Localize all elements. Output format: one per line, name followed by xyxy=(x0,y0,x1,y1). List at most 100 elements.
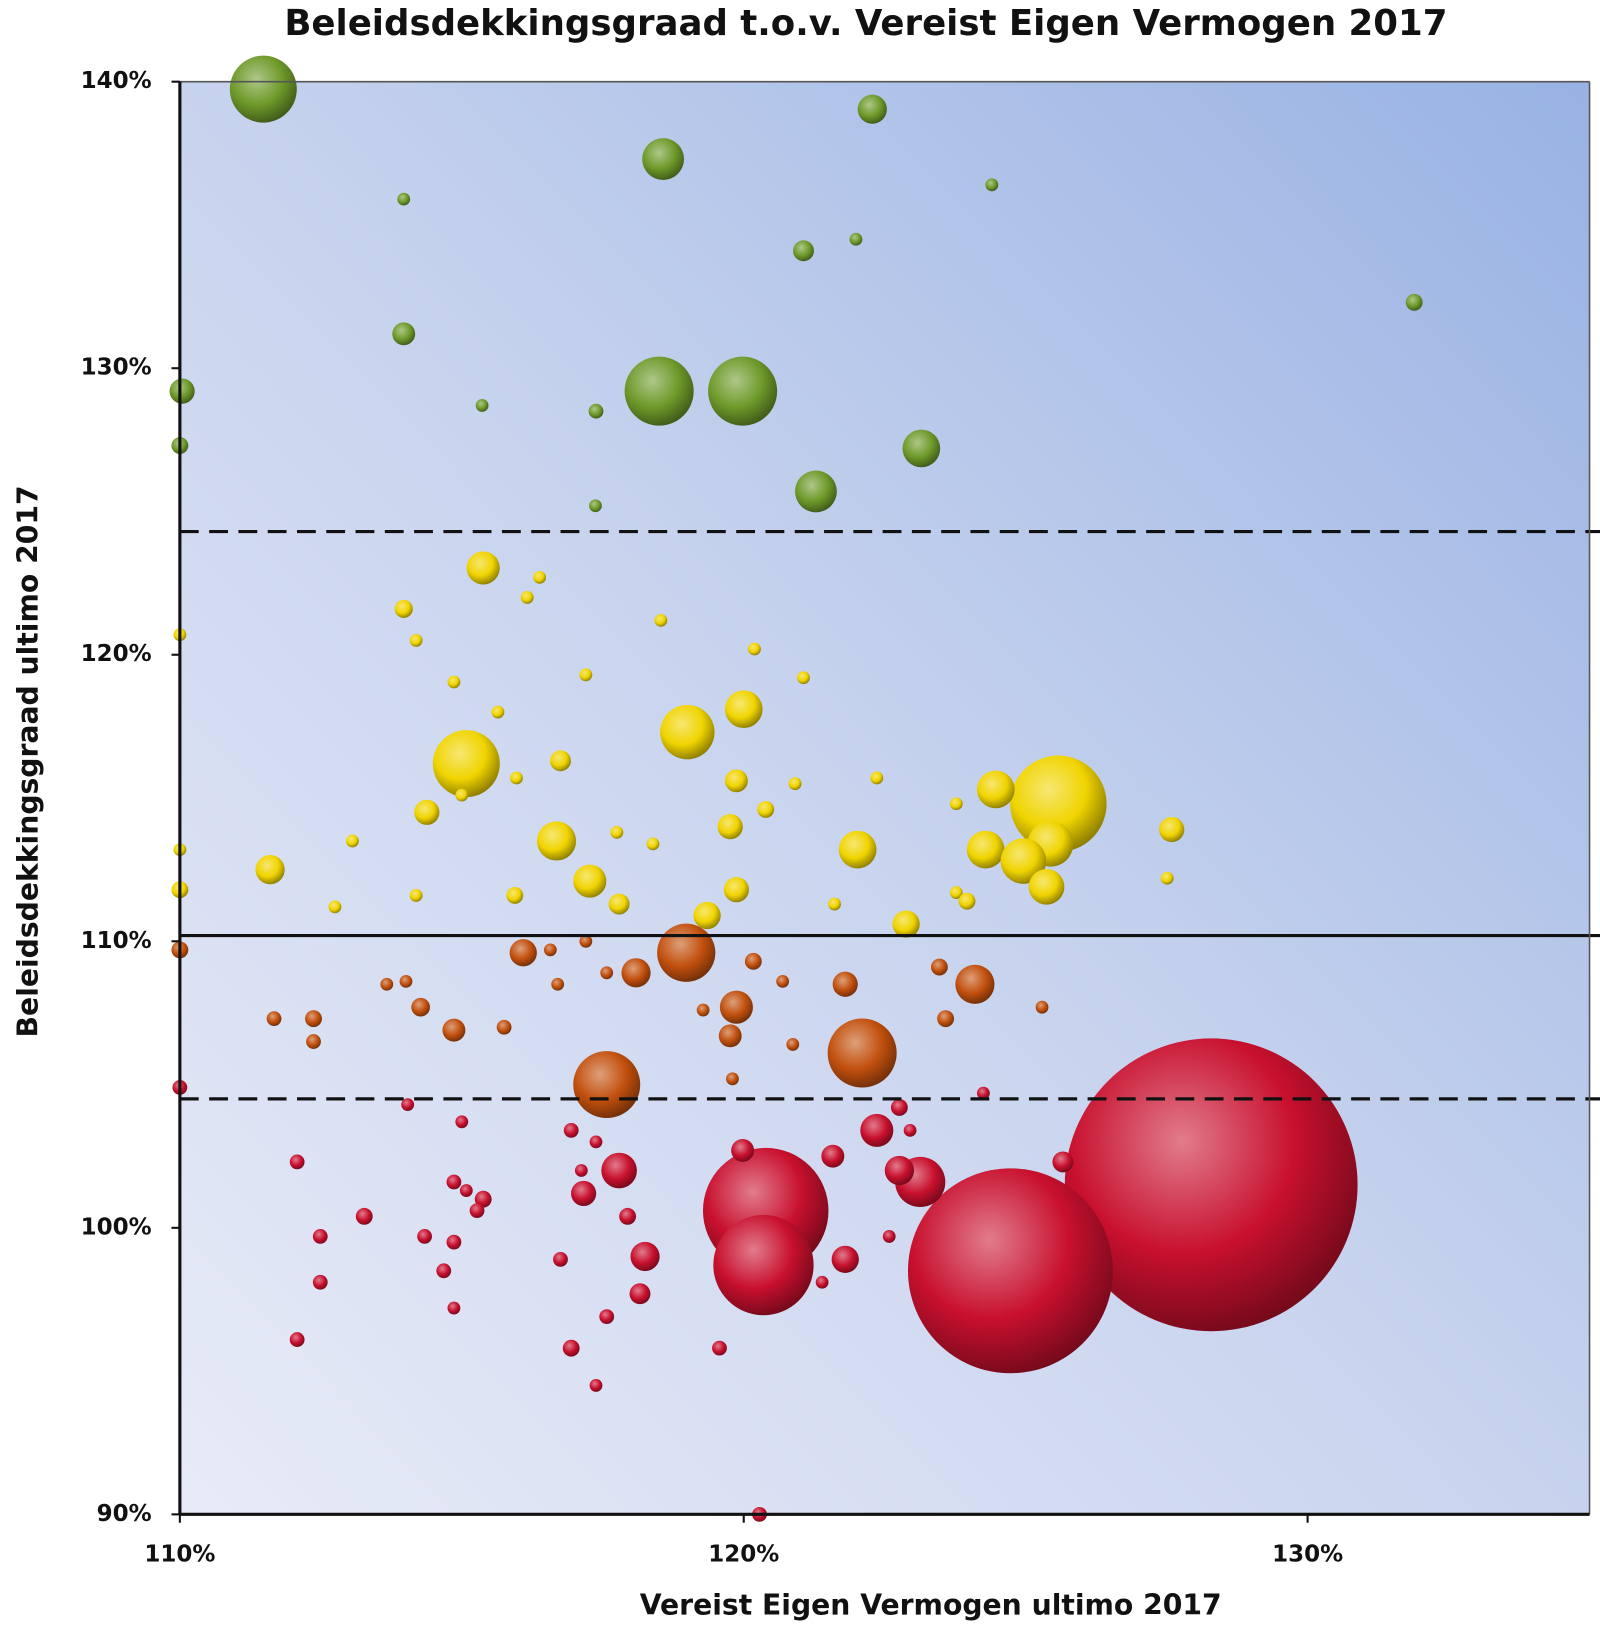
bubble xyxy=(718,1024,742,1048)
bubble xyxy=(1052,1151,1074,1173)
bubble xyxy=(955,964,995,1004)
bubble xyxy=(436,1263,452,1279)
bubble xyxy=(949,797,963,811)
bubble xyxy=(884,1155,914,1186)
bubble xyxy=(455,1115,469,1129)
bubble xyxy=(474,1190,492,1208)
bubble xyxy=(1028,869,1065,905)
bubble xyxy=(902,429,941,468)
bubble xyxy=(312,1229,328,1244)
bubble xyxy=(409,634,423,647)
bubble xyxy=(355,1207,373,1225)
bubble xyxy=(831,1245,859,1273)
bubble xyxy=(693,901,721,930)
bubble xyxy=(510,771,523,785)
bubble xyxy=(588,403,604,419)
y-tick-label: 100% xyxy=(81,1214,152,1240)
x-axis-title: Vereist Eigen Vermogen ultimo 2017 xyxy=(640,1588,1222,1621)
bubble xyxy=(985,178,999,192)
bubble xyxy=(717,814,743,840)
bubble xyxy=(660,704,715,760)
bubble xyxy=(447,675,461,689)
y-tick-label: 120% xyxy=(81,641,152,667)
bubble xyxy=(446,1234,462,1250)
bubble xyxy=(815,1275,829,1289)
bubble xyxy=(744,952,762,970)
bubble xyxy=(306,1034,321,1049)
bubble xyxy=(589,1135,603,1149)
bubble xyxy=(719,990,753,1024)
bubble xyxy=(573,1051,641,1119)
bubble xyxy=(786,1038,800,1051)
bubble xyxy=(475,399,489,412)
bubble xyxy=(832,971,858,997)
bubble xyxy=(930,958,948,976)
bubble xyxy=(1160,871,1174,885)
bubble xyxy=(976,1086,990,1100)
chart-title: Beleidsdekkingsgraad t.o.v. Vereist Eige… xyxy=(284,3,1447,44)
bubble xyxy=(496,1019,512,1035)
bubble xyxy=(642,138,685,180)
bubble xyxy=(724,769,748,793)
bubble xyxy=(506,887,524,904)
bubble xyxy=(624,356,694,426)
bubble xyxy=(551,977,565,991)
bubble xyxy=(399,974,413,988)
bubble xyxy=(266,1011,282,1027)
bubble xyxy=(1000,838,1047,884)
bubble xyxy=(646,837,660,851)
bubble xyxy=(657,923,716,982)
bubble xyxy=(827,1018,897,1088)
bubble xyxy=(629,1283,651,1305)
bubble xyxy=(797,671,810,685)
x-tick-label: 120% xyxy=(708,1542,779,1568)
bubble xyxy=(550,750,571,772)
x-tick-label: 110% xyxy=(144,1542,215,1568)
bubble xyxy=(757,801,775,818)
bubble xyxy=(713,1214,814,1316)
bubble xyxy=(696,1003,710,1017)
bubble xyxy=(793,240,814,262)
bubble xyxy=(563,1123,579,1138)
bubble xyxy=(229,55,297,123)
bubble xyxy=(619,1207,637,1225)
bubble xyxy=(509,939,537,967)
bubble xyxy=(414,799,440,825)
bubble xyxy=(536,821,577,861)
bubble xyxy=(731,1138,755,1162)
bubble xyxy=(346,834,359,848)
bubble xyxy=(520,591,534,604)
bubble xyxy=(579,668,593,682)
bubble xyxy=(857,94,887,124)
bubble xyxy=(838,830,877,869)
bubble xyxy=(630,1241,660,1272)
bubble xyxy=(828,897,841,911)
bubble xyxy=(724,690,763,729)
bubble xyxy=(821,1144,845,1168)
bubble xyxy=(708,356,778,426)
bubble xyxy=(726,1072,739,1086)
plot-area xyxy=(179,81,1590,1515)
bubble xyxy=(255,855,285,885)
bubble xyxy=(305,1010,322,1028)
bubble xyxy=(380,977,394,991)
bubble xyxy=(907,1168,1113,1374)
bubble xyxy=(608,893,630,915)
bubble xyxy=(562,1339,580,1357)
bubble xyxy=(459,1184,473,1197)
bubble xyxy=(949,886,963,899)
bubble xyxy=(621,958,651,988)
y-tick-label: 110% xyxy=(81,928,152,954)
bubble xyxy=(312,1274,328,1290)
bubble xyxy=(589,1379,603,1392)
bubble xyxy=(169,378,195,404)
bubble xyxy=(571,1180,597,1207)
bubble xyxy=(860,1113,894,1147)
y-axis-title: Beleidsdekkingsgraad ultimo 2017 xyxy=(11,485,44,1037)
bubble xyxy=(892,910,920,938)
bubble xyxy=(411,997,430,1017)
bubble xyxy=(328,900,342,914)
bubble xyxy=(882,1230,896,1243)
bubble xyxy=(289,1154,305,1170)
